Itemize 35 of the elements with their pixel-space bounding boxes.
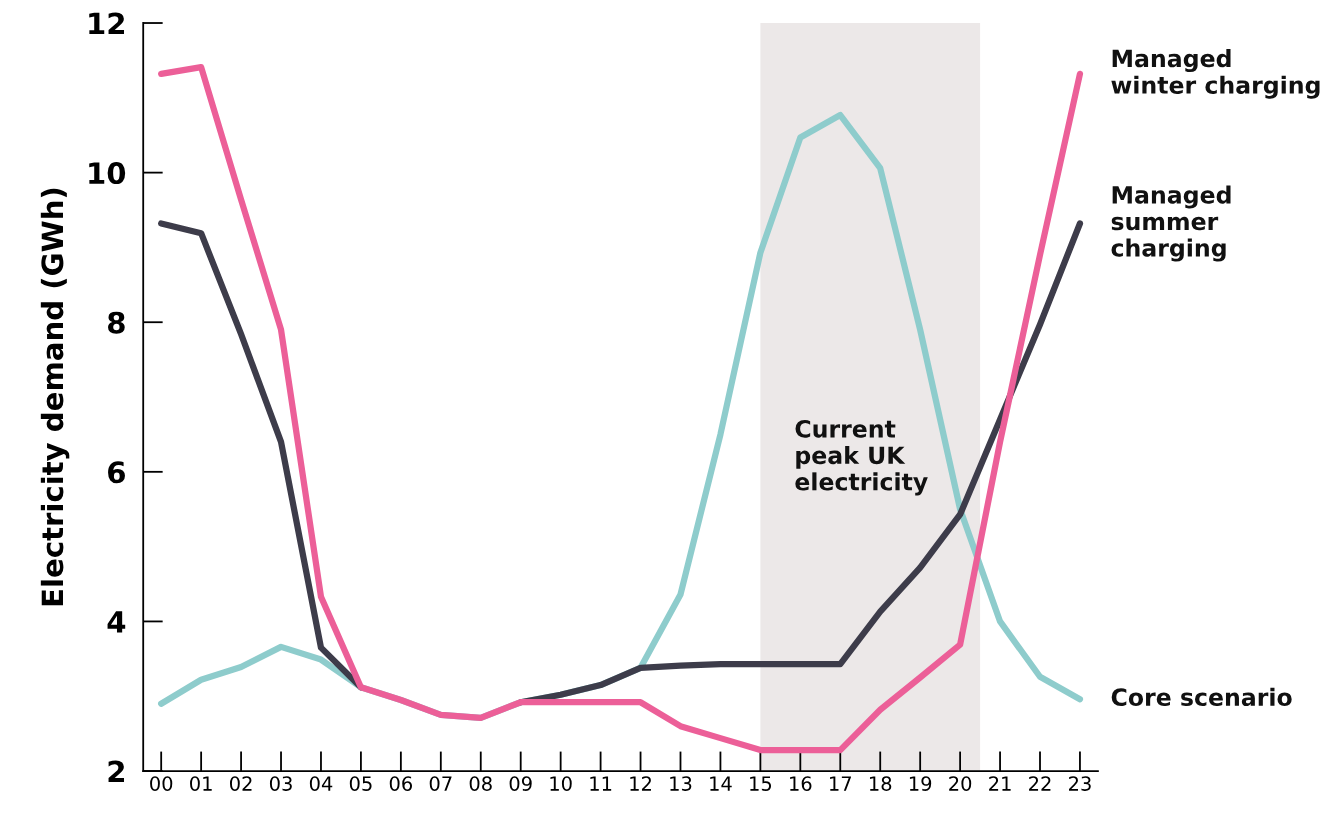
x-tick-label: 00 <box>150 776 173 791</box>
series-label: Managed winter charging <box>1111 49 1320 99</box>
x-tick-label: 19 <box>909 776 932 791</box>
band-label: Current peak UK electricity <box>795 419 928 496</box>
x-tick-label: 10 <box>550 776 572 791</box>
x-tick-label: 15 <box>750 776 772 791</box>
x-tick-label: 03 <box>269 776 292 791</box>
y-tick-label: 4 <box>107 611 126 633</box>
x-tick-label: 05 <box>349 776 372 791</box>
series-label: Core scenario <box>1111 687 1292 707</box>
x-tick-label: 11 <box>590 776 612 791</box>
x-tick-label: 13 <box>670 776 692 791</box>
x-tick-label: 07 <box>429 776 452 791</box>
y-tick-label: 10 <box>89 162 126 185</box>
y-tick-label: 8 <box>108 311 125 334</box>
x-tick-label: 09 <box>509 776 532 791</box>
x-tick-label: 14 <box>710 776 732 791</box>
x-tick-label: 16 <box>790 776 812 791</box>
x-tick-label: 04 <box>309 776 333 791</box>
x-tick-label: 17 <box>830 776 851 791</box>
series-label: Managed summer charging <box>1111 185 1231 262</box>
y-tick-label: 12 <box>89 12 125 35</box>
x-tick-label: 06 <box>389 776 413 791</box>
x-tick-label: 22 <box>1029 776 1051 791</box>
x-tick-label: 02 <box>229 776 252 791</box>
x-tick-label: 18 <box>869 776 892 791</box>
x-tick-label: 01 <box>190 776 212 791</box>
y-tick-label: 6 <box>108 461 125 484</box>
x-tick-label: 23 <box>1069 776 1091 791</box>
x-tick-label: 08 <box>469 776 492 791</box>
y-axis-title: Electricity demand (GWh) <box>40 188 70 606</box>
x-tick-label: 20 <box>949 776 972 791</box>
y-tick-label: 2 <box>108 760 125 783</box>
x-tick-label: 21 <box>989 776 1011 791</box>
x-tick-label: 12 <box>630 776 651 791</box>
